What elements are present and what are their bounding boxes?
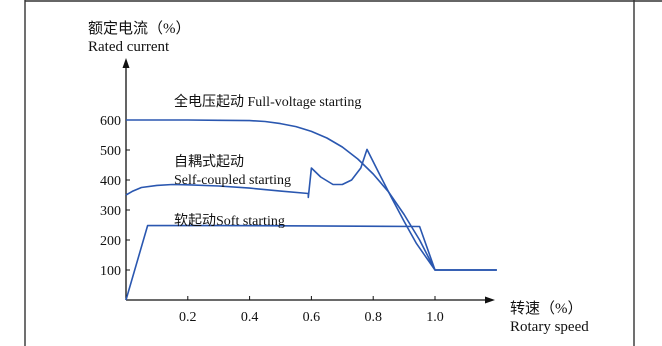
label-full-voltage: 全电压起动 Full-voltage starting — [174, 93, 361, 110]
x-tick-label: 0.6 — [303, 310, 321, 325]
y-tick-label: 200 — [100, 234, 121, 249]
label-self-coupled-cn: 自耦式起动 — [174, 154, 244, 170]
full-voltage-curve — [126, 119, 497, 271]
tick-labels: 0.2 0.4 0.6 0.8 1.0 100 200 300 400 500 600 — [100, 114, 444, 325]
y-tick-label: 100 — [100, 264, 121, 279]
y-axis-title-en: Rated current — [88, 39, 170, 55]
x-axis-title-cn: 转速（%） — [510, 300, 583, 317]
x-tick-label: 1.0 — [426, 310, 444, 325]
y-tick-label: 600 — [100, 114, 121, 129]
y-axis-title-cn: 额定电流（%） — [88, 20, 191, 37]
x-tick-label: 0.4 — [241, 310, 259, 325]
y-tick-label: 400 — [100, 174, 121, 189]
series-lines — [125, 119, 497, 301]
x-tick-label: 0.8 — [364, 310, 382, 325]
label-soft-start: 软起动Soft starting — [174, 213, 285, 229]
x-tick-label: 0.2 — [179, 310, 197, 325]
x-axis-title-en: Rotary speed — [510, 319, 589, 335]
label-self-coupled-en: Self-coupled starting — [174, 173, 291, 188]
y-tick-label: 300 — [100, 204, 121, 219]
x-axis-arrow — [485, 296, 495, 304]
self-coupled-curve — [125, 148, 497, 271]
y-tick-label: 500 — [100, 144, 121, 159]
y-axis-arrow — [122, 58, 130, 68]
soft-start-curve — [125, 224, 497, 301]
